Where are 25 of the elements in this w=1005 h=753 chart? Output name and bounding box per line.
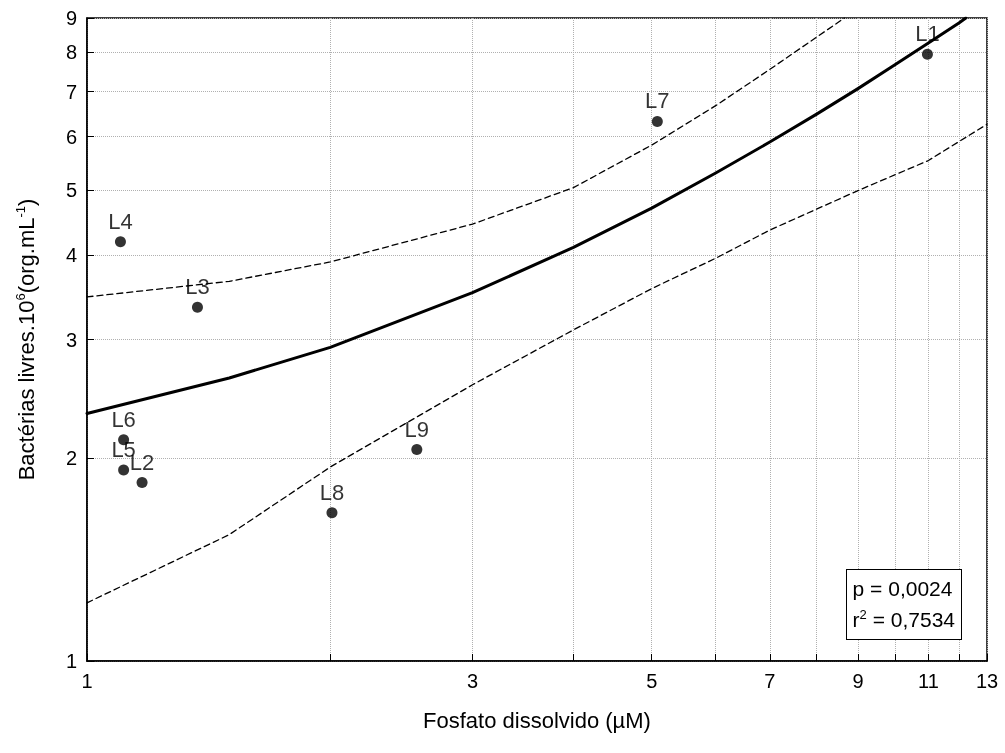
y-tick-label: 3 [65, 328, 77, 351]
y-tick-label: 5 [65, 179, 77, 202]
x-tick-label: 5 [646, 670, 658, 692]
annotation: p = 0,0024 [852, 576, 954, 603]
y-tick-label: 9 [65, 7, 77, 29]
annotation: r$^{2}$ = 0,7534 [852, 605, 955, 633]
x-tick-label: 7 [764, 670, 776, 692]
x-tick-label: 3 [466, 670, 479, 692]
x-tick-label: 9 [852, 670, 864, 692]
x-tick-label: 13 [975, 670, 999, 692]
x-tick-label: 11 [918, 670, 939, 692]
y-tick-label: 8 [65, 41, 77, 64]
y-tick-label: 6 [65, 125, 77, 148]
data-label: L9 [404, 416, 430, 442]
y-axis-title: Bactérias livres.106(org.mL-1) [13, 198, 39, 481]
data-label: L6 [111, 406, 136, 432]
data-label: L4 [108, 208, 133, 234]
y-tick-label: 4 [65, 244, 77, 267]
y-tick-label: 7 [65, 80, 77, 103]
y-tick-label: 1 [65, 650, 77, 672]
data-label: L7 [645, 88, 670, 114]
y-tick-label: 2 [65, 447, 77, 470]
x-tick-label: 1 [81, 670, 93, 692]
data-label: L8 [319, 479, 345, 505]
x-axis-title: Fosfato dissolvido (µM) [423, 707, 651, 733]
